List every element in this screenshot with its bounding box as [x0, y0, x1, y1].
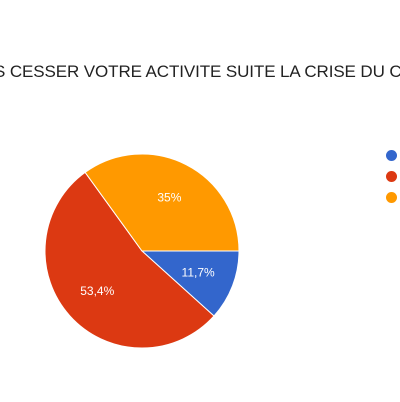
pie-slice-3[interactable] [84, 153, 240, 252]
pie-slice-label-3: 35% [157, 190, 181, 204]
chart-title-container: S CESSER VOTRE ACTIVITE SUITE LA CRISE D… [0, 62, 400, 86]
chart-title: S CESSER VOTRE ACTIVITE SUITE LA CRISE D… [0, 62, 400, 81]
legend-swatch-2 [386, 171, 397, 182]
pie-slice-1[interactable] [140, 250, 240, 317]
pie-slice-label-2: 53,4% [80, 284, 114, 298]
legend-swatch-3 [386, 192, 397, 203]
legend-swatch-1 [386, 150, 397, 161]
pie-slice-2[interactable] [44, 171, 215, 349]
pie-slice-label-1: 11,7% [182, 266, 215, 280]
